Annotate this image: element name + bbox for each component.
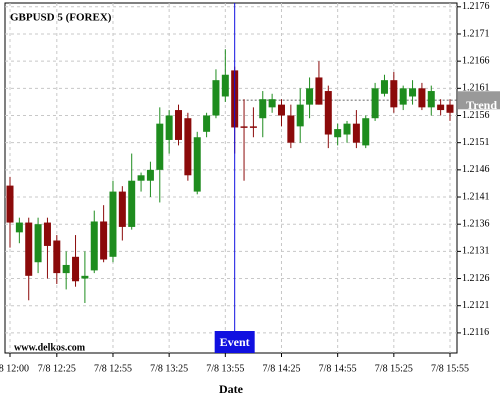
candle-body	[184, 118, 192, 176]
x-axis-label: Date	[219, 382, 244, 396]
y-tick-label: 1.2151	[462, 137, 490, 148]
candle-body	[343, 123, 351, 135]
x-tick-label: 7/8 13:25	[150, 363, 188, 374]
candle-body	[371, 88, 379, 119]
candle-body	[43, 222, 51, 246]
candle-body	[156, 123, 164, 170]
event-label: Event	[220, 335, 250, 349]
x-tick-label: 7/8 14:25	[262, 363, 300, 374]
y-tick-label: 1.2176	[462, 1, 490, 12]
candle-body	[62, 264, 70, 274]
candle-body	[25, 222, 33, 276]
chart-title: GBPUSD 5 (FOREX)	[10, 12, 112, 24]
y-tick-label: 1.2161	[462, 83, 490, 94]
y-tick-label: 1.2166	[462, 55, 490, 66]
y-tick-label: 1.2141	[462, 191, 490, 202]
candle-body	[221, 74, 229, 97]
candle-body	[362, 118, 370, 146]
candle-body	[306, 88, 314, 105]
candle-body	[90, 221, 98, 271]
event-label-box	[214, 331, 255, 353]
candle-body	[118, 191, 126, 227]
candle-body	[296, 104, 304, 127]
candle-body	[259, 99, 267, 119]
plot-area	[4, 2, 458, 354]
candle-body	[277, 104, 285, 116]
candle-body	[315, 77, 323, 105]
trend-label: Trend	[466, 98, 497, 112]
candle-body	[287, 115, 295, 143]
candle-body	[390, 80, 398, 108]
x-tick-label: 7/8 15:25	[375, 363, 413, 374]
candle-body	[446, 104, 454, 113]
y-tick-label: 1.2116	[462, 327, 489, 338]
x-tick-label: 7/8 12:55	[94, 363, 132, 374]
candle-body	[34, 224, 42, 263]
candle-body	[15, 222, 23, 233]
watermark: www.delkos.com	[14, 342, 86, 353]
candle-body	[81, 275, 89, 279]
y-tick-label: 1.2121	[462, 300, 490, 311]
y-tick-label: 1.2156	[462, 110, 490, 121]
candle-body	[175, 110, 183, 140]
candle-body	[334, 129, 342, 138]
y-tick-label: 1.2171	[462, 28, 490, 39]
trend-label-box	[458, 91, 500, 110]
x-tick-label: 7/8 13:55	[206, 363, 244, 374]
candle-body	[437, 104, 445, 111]
candle-body	[165, 115, 173, 140]
candle-body	[137, 175, 145, 181]
x-tick-label: 7/8 15:55	[431, 363, 469, 374]
candle-body	[53, 240, 61, 274]
candle-body	[203, 115, 211, 132]
candle-body	[109, 191, 117, 257]
candle-body	[6, 185, 14, 223]
candle-body	[212, 80, 220, 116]
y-tick-label: 1.2131	[462, 246, 490, 257]
candle-body	[100, 221, 108, 260]
candle-body	[268, 99, 276, 108]
candle-body	[128, 180, 136, 227]
candle-body	[427, 91, 435, 108]
x-tick-label: 7/8 12:00	[0, 363, 29, 374]
candle-body	[418, 88, 426, 108]
candle-body	[146, 169, 154, 181]
candle-body	[324, 91, 332, 135]
y-tick-label: 1.2136	[462, 218, 490, 229]
candle-body	[193, 137, 201, 192]
candle-body	[72, 256, 80, 282]
candle-body	[380, 80, 388, 94]
candle-body	[240, 126, 248, 128]
candle-body	[352, 123, 360, 143]
x-tick-label: 7/8 14:55	[319, 363, 357, 374]
candle-body	[409, 88, 417, 97]
x-tick-label: 7/8 12:25	[38, 363, 76, 374]
y-tick-label: 1.2146	[462, 164, 490, 175]
y-tick-label: 1.2126	[462, 273, 490, 284]
candle-body	[249, 126, 257, 128]
candle-body	[399, 88, 407, 105]
